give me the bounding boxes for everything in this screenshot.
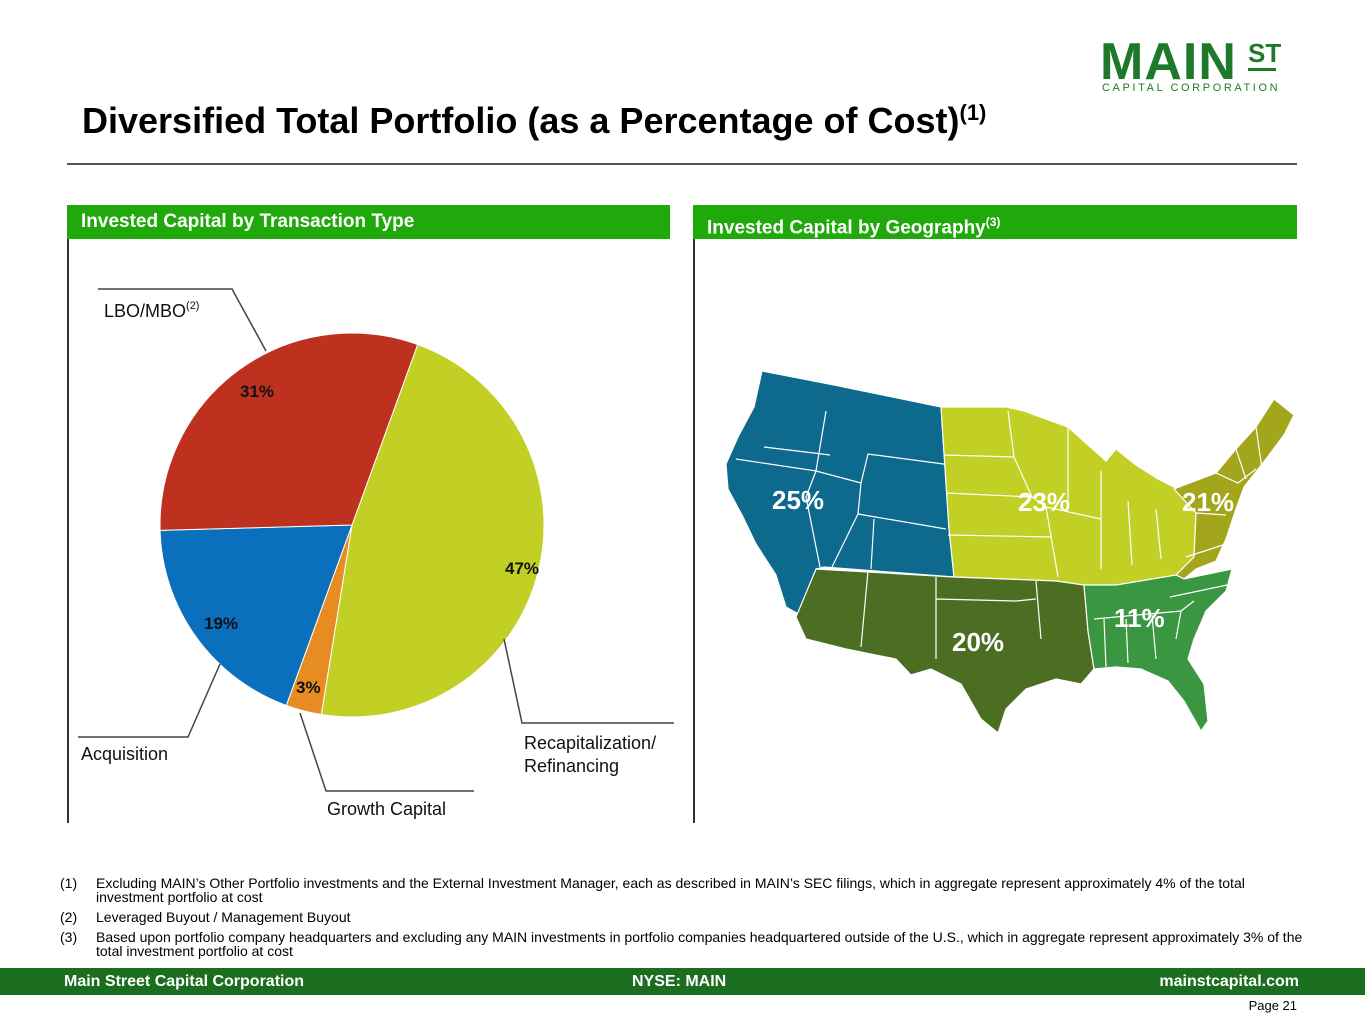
page-title-footnote-ref: (1)	[959, 100, 987, 125]
geo-label-west: 25%	[772, 485, 824, 515]
footnote-number: (2)	[60, 909, 78, 925]
footnote-number: (1)	[60, 875, 78, 891]
footer-company-name: Main Street Capital Corporation	[64, 973, 305, 990]
pie-pct-label: 3%	[296, 678, 321, 697]
page-title-text: Diversified Total Portfolio (as a Percen…	[82, 100, 960, 141]
geography-map: 25% 23% 21% 20% 11%	[725, 370, 1295, 735]
footnote-text: Leveraged Buyout / Management Buyout	[96, 909, 351, 925]
title-divider	[67, 163, 1297, 165]
pie-category-label: Growth Capital	[327, 799, 446, 819]
region-southeast	[1083, 568, 1233, 733]
page-number: Page 21	[1248, 998, 1297, 1013]
logo-subtitle: CAPITAL CORPORATION	[1102, 82, 1281, 94]
footnotes: (1) Excluding MAIN’s Other Portfolio inve…	[60, 876, 1310, 964]
pie-category-footnote-ref: (2)	[186, 300, 199, 312]
logo-st-text: ST	[1248, 38, 1282, 68]
logo-main-text: MAIN	[1100, 33, 1237, 91]
map-region-southeast	[1083, 568, 1233, 733]
right-panel-border	[693, 239, 695, 823]
logo-st-underline	[1248, 68, 1276, 71]
transaction-type-pie-chart: 47% Recapitalization/Refinancing 3% Growth …	[78, 288, 674, 819]
pie-pct-label: 19%	[204, 614, 238, 633]
geography-panel-footnote-ref: (3)	[985, 215, 1001, 229]
geography-panel-title: Invested Capital by Geography	[707, 217, 986, 239]
region-southwest	[795, 568, 1095, 735]
geography-panel-header: Invested Capital by Geography(3)	[693, 205, 1297, 239]
pie-slice-acquisition	[159, 524, 353, 707]
geo-label-southwest: 20%	[952, 627, 1004, 657]
left-panel-border	[67, 239, 69, 823]
page-title: Diversified Total Portfolio (as a Percen…	[82, 100, 986, 142]
footnote-1: (1) Excluding MAIN’s Other Portfolio inve…	[60, 876, 1310, 904]
map-region-southwest	[795, 568, 1095, 735]
footnote-text: Excluding MAIN’s Other Portfolio investm…	[96, 875, 1245, 905]
leader-line	[503, 638, 674, 724]
pie-category-label: Acquisition	[81, 744, 168, 764]
leader-line	[78, 663, 221, 738]
pie-slice-lbo-mbo	[159, 332, 419, 531]
geo-label-southeast: 11%	[1114, 603, 1165, 633]
footer-bar: Main Street Capital Corporation NYSE: MA…	[0, 968, 1365, 995]
transaction-type-panel-title: Invested Capital by Transaction Type	[81, 211, 415, 232]
footer-website[interactable]: mainstcapital.com	[1159, 973, 1299, 990]
transaction-type-panel-header: Invested Capital by Transaction Type	[67, 205, 670, 239]
geo-label-midwest: 23%	[1018, 487, 1070, 517]
pie-pct-label: 47%	[505, 559, 539, 578]
leader-line	[299, 712, 474, 792]
pie-category-label: LBO/MBO(2)	[104, 300, 199, 321]
footnote-2: (2) Leveraged Buyout / Management Buyout	[60, 910, 1310, 924]
company-logo: MAIN ST CAPITAL CORPORATION	[1100, 33, 1282, 94]
map-region-northeast	[1172, 398, 1295, 580]
footnote-text: Based upon portfolio company headquarter…	[96, 929, 1303, 959]
pie-slice-recapitalization-refinancing	[320, 343, 545, 718]
footnote-number: (3)	[60, 929, 78, 945]
footer-ticker: NYSE: MAIN	[632, 973, 727, 990]
region-west	[725, 370, 955, 618]
pie-category-label: Refinancing	[524, 756, 619, 776]
region-northeast	[1172, 398, 1295, 580]
footnote-3: (3) Based upon portfolio company headquar…	[60, 930, 1310, 958]
geo-label-northeast: 21%	[1182, 487, 1234, 517]
pie-pct-label: 31%	[240, 382, 274, 401]
leader-line	[98, 288, 267, 352]
pie-category-label: Recapitalization/	[524, 733, 656, 753]
